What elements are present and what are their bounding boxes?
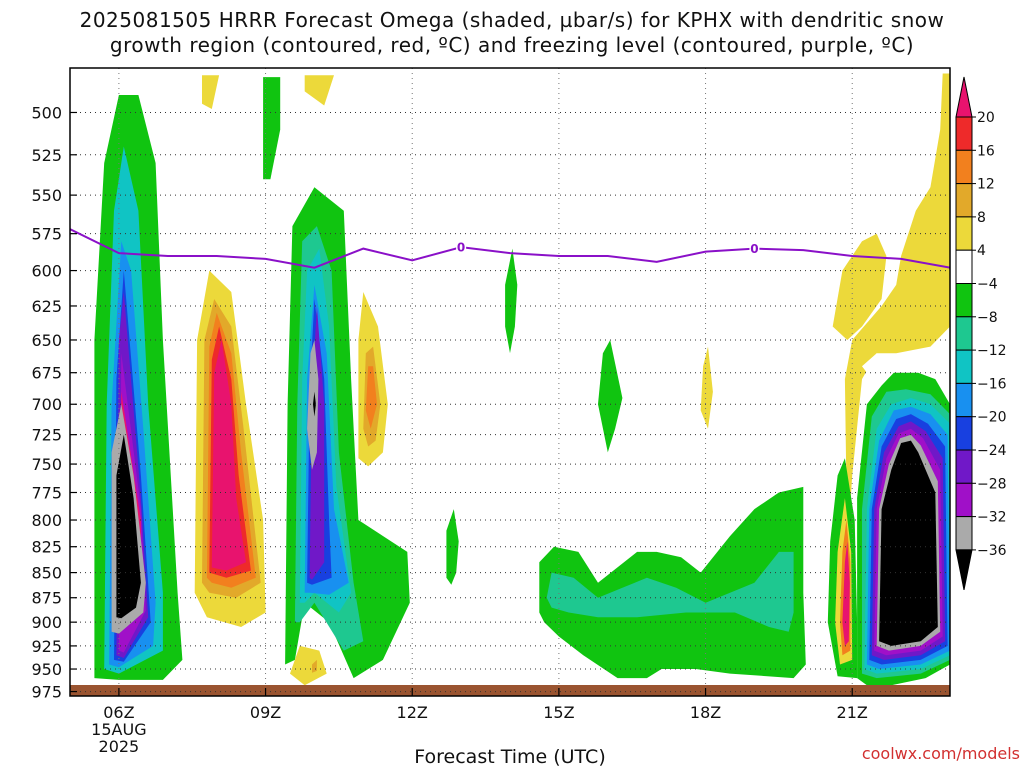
xtick-label-9: 09Z bbox=[250, 703, 281, 722]
colorbar-tick-label-11: −28 bbox=[977, 476, 1007, 492]
colorbar-tick-label-13: −36 bbox=[977, 543, 1007, 559]
colorbar-segment-7 bbox=[955, 316, 973, 351]
omega-region-37 bbox=[832, 233, 887, 340]
freezing-label-bg bbox=[749, 241, 760, 256]
colorbar-segment-9 bbox=[955, 382, 973, 418]
omega-region-8 bbox=[116, 434, 141, 619]
chart-title-line1: 2025081505 HRRR Forecast Omega (shaded, … bbox=[79, 8, 945, 32]
xtick-date: 15AUG bbox=[91, 720, 146, 739]
omega-region-28 bbox=[202, 75, 220, 109]
ytick-label-675: 675 bbox=[31, 364, 62, 383]
colorbar-bottom-arrow bbox=[955, 549, 973, 590]
ytick-label-950: 950 bbox=[31, 660, 62, 679]
colorbar-segment-3 bbox=[955, 183, 973, 218]
omega-region-38 bbox=[862, 346, 950, 380]
ytick-label-775: 775 bbox=[31, 483, 62, 502]
colorbar-tick-label-1: 16 bbox=[977, 143, 995, 159]
ytick-label-750: 750 bbox=[31, 455, 62, 474]
omega-region-35 bbox=[546, 551, 794, 632]
chart-title-line2: growth region (contoured, red, ºC) and f… bbox=[109, 33, 915, 57]
colorbar-tick-label-9: −20 bbox=[977, 410, 1007, 426]
ytick-label-550: 550 bbox=[31, 186, 62, 205]
ytick-label-925: 925 bbox=[31, 637, 62, 656]
freezing-level-line bbox=[70, 228, 950, 269]
colorbar-top-arrow bbox=[955, 76, 973, 118]
colorbar-segment-2 bbox=[955, 149, 973, 185]
source-credit: coolwx.com/models bbox=[861, 744, 1020, 763]
plot-frame bbox=[69, 67, 951, 697]
terrain-strip bbox=[70, 685, 950, 696]
omega-region-34 bbox=[539, 486, 806, 679]
ytick-label-825: 825 bbox=[31, 538, 62, 557]
ytick-label-725: 725 bbox=[31, 426, 62, 445]
omega-region-21 bbox=[313, 391, 316, 417]
colorbar-segment-1 bbox=[955, 116, 973, 151]
terrain-fill bbox=[70, 685, 950, 696]
colorbar-tick-label-5: −4 bbox=[977, 277, 998, 293]
xtick-label-12: 12Z bbox=[397, 703, 428, 722]
colorbar-tick-label-4: 4 bbox=[977, 243, 986, 259]
colorbar-segment-5 bbox=[955, 249, 973, 284]
xtick-year: 2025 bbox=[99, 737, 140, 756]
colorbar-tick-label-7: −12 bbox=[977, 343, 1007, 359]
omega-region-13 bbox=[211, 340, 246, 571]
ytick-label-850: 850 bbox=[31, 564, 62, 583]
xtick-label-6: 06Z bbox=[103, 703, 134, 722]
xtick-label-15: 15Z bbox=[543, 703, 574, 722]
colorbar-tick-label-0: 20 bbox=[977, 110, 995, 126]
colorbar-tick-label-12: −32 bbox=[977, 510, 1007, 526]
ytick-label-875: 875 bbox=[31, 589, 62, 608]
omega-region-26 bbox=[365, 366, 377, 429]
omega-region-33 bbox=[700, 346, 713, 429]
y-axis-ticks: 500 525 550 575 600 625 650 675 700 725 750 775 800 8… bbox=[31, 103, 77, 702]
colorbar-segment-10 bbox=[955, 416, 973, 451]
colorbar-tick-label-8: −16 bbox=[977, 376, 1007, 392]
colorbar-segment-13 bbox=[955, 516, 973, 551]
omega-region-51 bbox=[879, 440, 938, 646]
omega-region-22 bbox=[290, 645, 327, 686]
omega-region-36 bbox=[844, 73, 950, 552]
ytick-label-625: 625 bbox=[31, 297, 62, 316]
colorbar-segment-11 bbox=[955, 449, 973, 484]
omega-shaded-layer bbox=[94, 73, 950, 686]
freezing-level-label: 0 bbox=[457, 241, 465, 255]
freezing-label-bg bbox=[456, 240, 467, 255]
omega-region-42 bbox=[842, 541, 850, 646]
colorbar-segment-8 bbox=[955, 349, 973, 384]
ytick-label-525: 525 bbox=[31, 146, 62, 165]
xtick-label-18: 18Z bbox=[690, 703, 721, 722]
omega-region-30 bbox=[446, 509, 459, 585]
omega-region-29 bbox=[304, 75, 334, 106]
ytick-label-500: 500 bbox=[31, 103, 62, 122]
colorbar-segment-6 bbox=[955, 283, 973, 318]
ytick-label-800: 800 bbox=[31, 511, 62, 530]
ytick-label-575: 575 bbox=[31, 225, 62, 244]
omega-region-32 bbox=[598, 340, 623, 453]
ytick-label-975: 975 bbox=[31, 683, 62, 702]
omega-region-27 bbox=[263, 77, 281, 180]
freezing-level-label: 0 bbox=[750, 242, 758, 256]
grid-lines bbox=[70, 68, 950, 696]
omega-region-31 bbox=[505, 248, 518, 354]
colorbar-tick-label-3: 8 bbox=[977, 210, 986, 226]
chart-title: 2025081505 HRRR Forecast Omega (shaded, … bbox=[0, 8, 1024, 58]
ytick-label-900: 900 bbox=[31, 613, 62, 632]
colorbar-segment-12 bbox=[955, 482, 973, 518]
colorbar-tick-label-6: −8 bbox=[977, 310, 998, 326]
colorbar-segment-4 bbox=[955, 216, 973, 251]
ytick-label-700: 700 bbox=[31, 395, 62, 414]
colorbar: 20 16 12 8 4 −4 −8 −12 −16 −20 −24 −28 −32 −36 bbox=[955, 76, 1007, 590]
x-axis-label: Forecast Time (UTC) bbox=[414, 746, 606, 768]
ytick-label-650: 650 bbox=[31, 331, 62, 350]
xtick-label-21: 21Z bbox=[837, 703, 868, 722]
colorbar-tick-label-2: 12 bbox=[977, 177, 995, 193]
ytick-label-600: 600 bbox=[31, 262, 62, 281]
colorbar-tick-label-10: −24 bbox=[977, 443, 1007, 459]
